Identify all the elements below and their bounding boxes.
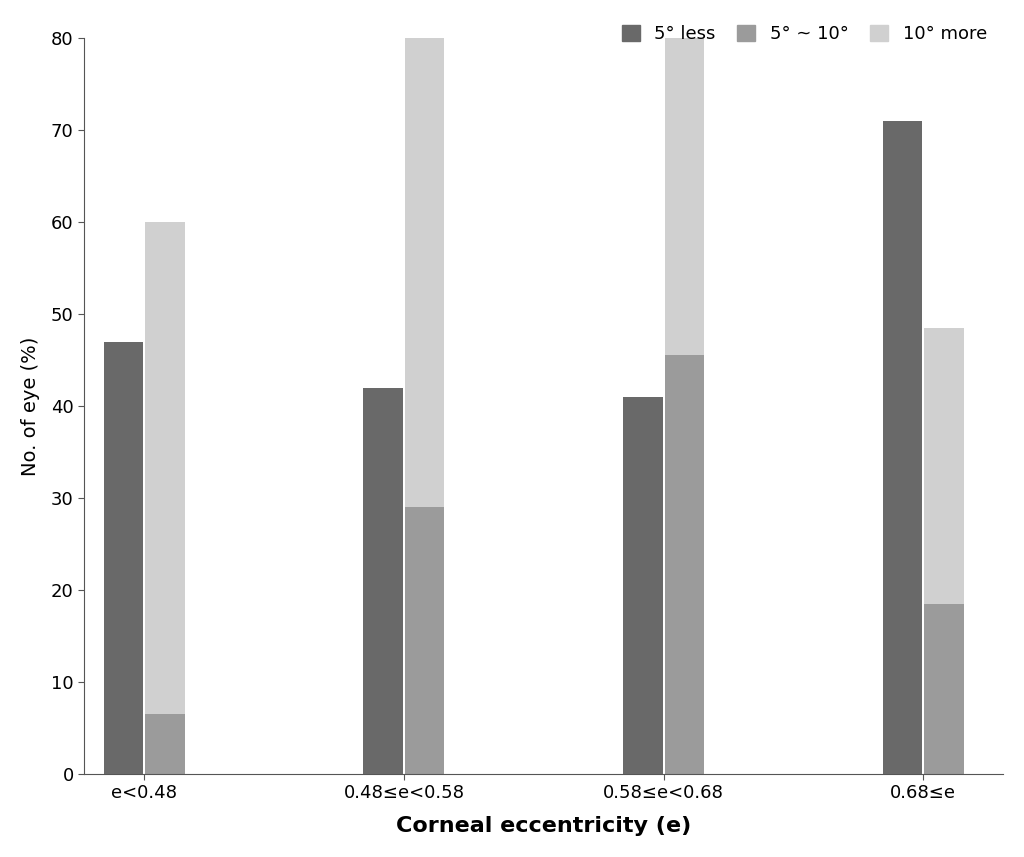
Bar xyxy=(623,397,663,774)
Bar xyxy=(406,0,444,507)
Bar xyxy=(665,356,705,774)
Bar xyxy=(925,328,964,603)
Bar xyxy=(145,714,185,774)
Bar xyxy=(406,507,444,774)
Bar xyxy=(665,0,705,356)
Bar xyxy=(925,603,964,774)
Bar xyxy=(883,121,923,774)
Y-axis label: No. of eye (%): No. of eye (%) xyxy=(20,336,40,476)
Bar xyxy=(364,387,402,774)
X-axis label: Corneal eccentricity (e): Corneal eccentricity (e) xyxy=(396,816,691,836)
Bar xyxy=(103,342,143,774)
Legend: 5° less, 5° ~ 10°, 10° more: 5° less, 5° ~ 10°, 10° more xyxy=(614,18,994,51)
Bar xyxy=(145,222,185,714)
